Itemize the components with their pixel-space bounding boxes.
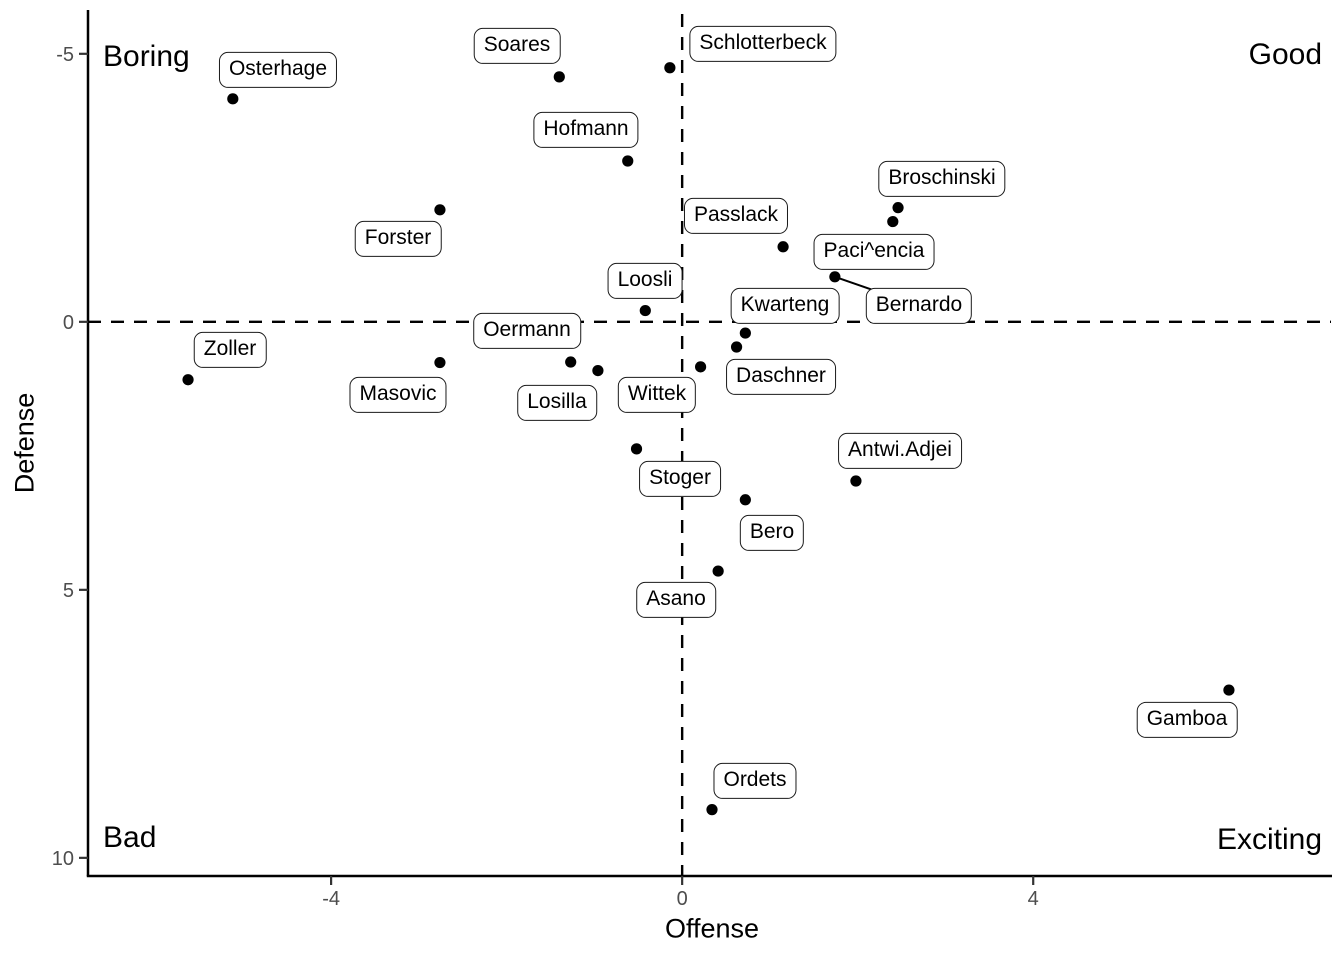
data-point-broschinski [892, 202, 904, 214]
x-tick-label: 0 [677, 888, 688, 910]
y-axis-title: Defense [9, 392, 40, 494]
data-point-forster [434, 204, 446, 216]
data-point-asano [712, 565, 724, 577]
data-point-masovic [434, 356, 446, 369]
y-tick-label: 0 [63, 312, 74, 334]
data-point-daschner [730, 341, 743, 353]
reference-lines [88, 14, 1331, 875]
data-point-paci-encia [887, 215, 899, 228]
quadrant-label-good: Good [1248, 38, 1322, 71]
x-axis-title: Offense [664, 913, 760, 944]
data-point-osterhage [227, 93, 239, 105]
quadrant-label-boring: Boring [103, 40, 190, 73]
x-tick-label: 4 [1028, 888, 1039, 910]
label-leader-lines [834, 275, 920, 307]
quadrant-label-bad: Bad [103, 821, 157, 854]
data-point-kwarteng [739, 327, 751, 339]
data-point-zoller [182, 374, 194, 386]
data-point-hofmann [622, 155, 634, 167]
data-points [182, 62, 1235, 816]
y-tick-label: 10 [52, 848, 74, 870]
data-point-passlack [777, 241, 789, 253]
y-tick-label: 5 [63, 580, 74, 602]
data-point-loosli [639, 304, 651, 317]
x-tick-label: -4 [322, 888, 340, 910]
leader-line-bernardo [834, 275, 920, 307]
axes: -4 0 4 -5 0 5 10 [52, 10, 1332, 910]
data-point-bernardo [829, 271, 841, 283]
data-point-ordets [706, 804, 718, 816]
data-point-stoger [630, 443, 643, 455]
data-point-bero [739, 494, 751, 506]
data-point-antwi-adjei [850, 475, 862, 487]
data-point-wittek [694, 361, 707, 373]
data-point-gamboa [1223, 684, 1235, 696]
quadrant-label-exciting: Exciting [1216, 823, 1322, 856]
data-point-schlotterbeck [664, 62, 676, 74]
y-tick-label: -5 [56, 44, 74, 66]
data-point-soares [553, 71, 565, 83]
data-point-oermann [565, 356, 577, 368]
data-point-losilla [592, 365, 604, 377]
